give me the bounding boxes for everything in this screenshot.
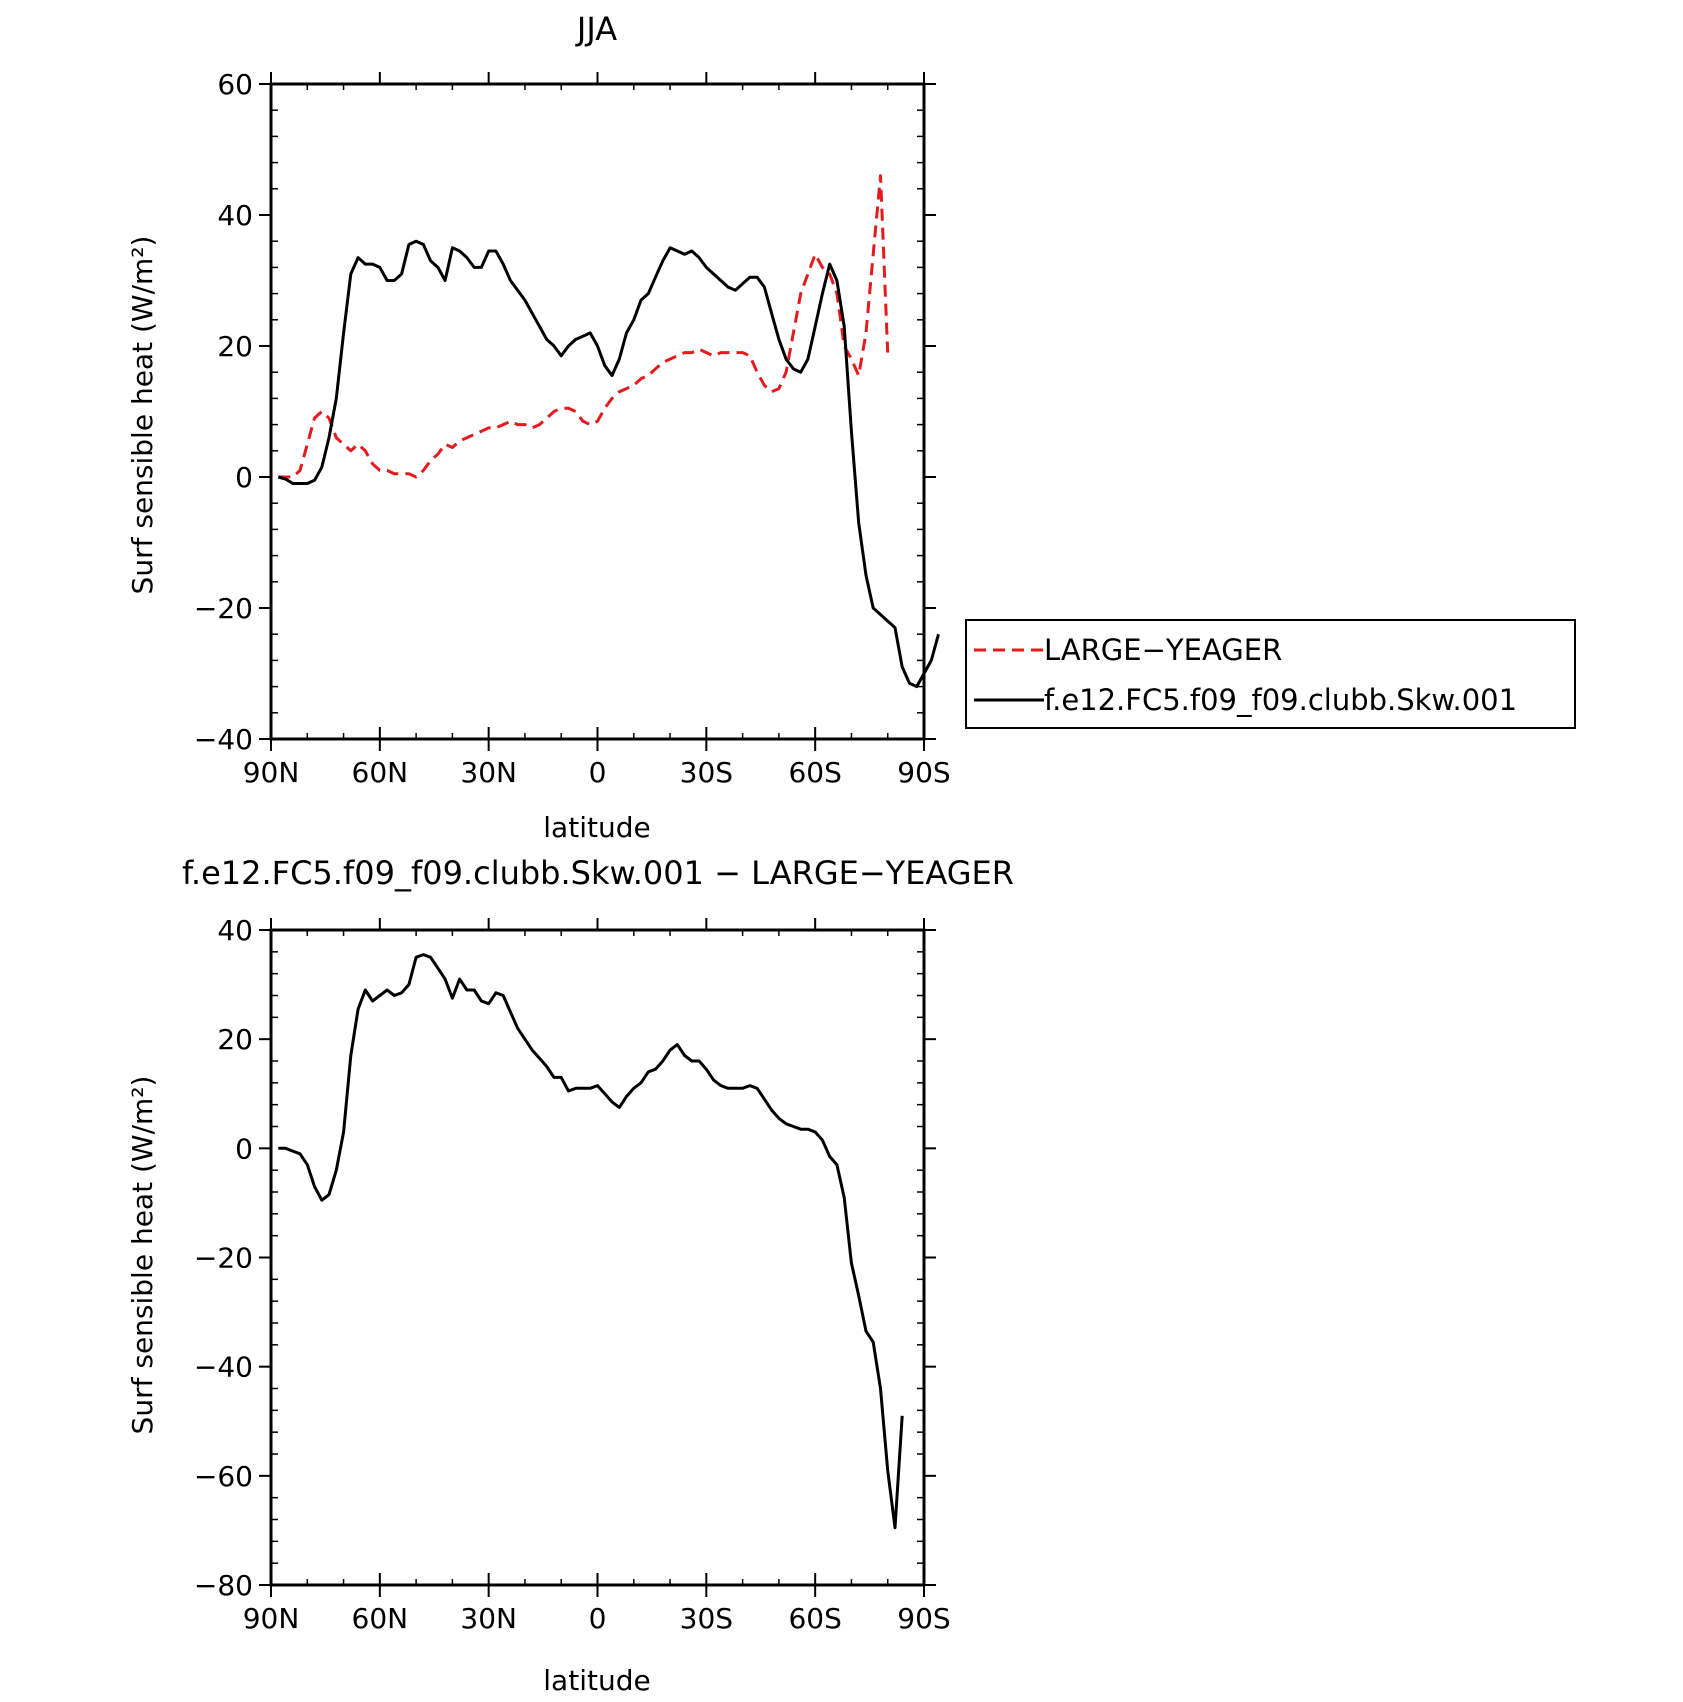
x-tick-label: 60S	[788, 1602, 841, 1635]
x-tick-label: 60S	[788, 756, 841, 789]
panel-top-ylabel: Surf sensible heat (W/m²)	[126, 236, 159, 595]
panel-top-frame	[269, 82, 926, 741]
x-tick-label: 90S	[897, 1602, 950, 1635]
x-tick-label: 60N	[352, 756, 409, 789]
panel-bottom-ticks	[259, 918, 936, 1597]
panel-top-series	[277, 174, 940, 689]
y-tick-label: 20	[217, 1023, 253, 1056]
series-line-large-yeager	[278, 174, 890, 479]
panel-top-ticks	[259, 72, 936, 751]
x-tick-label: 30S	[680, 756, 733, 789]
x-tick-label: 90S	[897, 756, 950, 789]
panel-top-title: JJA	[575, 10, 617, 48]
y-tick-label: 40	[217, 199, 253, 232]
x-tick-label: 90N	[243, 1602, 300, 1635]
y-tick-label: 40	[217, 914, 253, 947]
x-tick-label: 30N	[460, 1602, 517, 1635]
y-tick-label: −60	[194, 1460, 253, 1493]
series-line-clubb	[278, 953, 904, 1530]
x-tick-label: 60N	[352, 1602, 409, 1635]
y-tick-label: −40	[194, 1351, 253, 1384]
x-tick-label: 0	[589, 1602, 607, 1635]
panel-bottom: f.e12.FC5.f09_f09.clubb.Skw.001 − LARGE−…	[126, 854, 1014, 1697]
x-tick-label: 30S	[680, 1602, 733, 1635]
y-tick-label: −80	[194, 1569, 253, 1602]
y-tick-label: −20	[194, 1242, 253, 1275]
panel-bottom-xlabel: latitude	[543, 1664, 650, 1697]
y-tick-label: 20	[217, 330, 253, 363]
legend-label-clubb: f.e12.FC5.f09_f09.clubb.Skw.001	[1044, 683, 1517, 717]
panel-top-tick-labels: 90N 60N 30N 0 30S 60S 90S −40 −20 0 20 40 60	[194, 68, 951, 789]
legend: LARGE−YEAGER f.e12.FC5.f09_f09.clubb.Skw…	[965, 619, 1576, 729]
panel-bottom-ylabel: Surf sensible heat (W/m²)	[126, 1076, 159, 1435]
x-tick-label: 0	[589, 756, 607, 789]
panel-bottom-frame	[269, 928, 926, 1587]
panel-top: JJA Surf sensible heat (W/m²) latitude 9…	[126, 10, 1576, 844]
panel-bottom-series	[278, 953, 904, 1530]
panel-top-xlabel: latitude	[543, 811, 650, 844]
y-tick-label: −40	[194, 723, 253, 756]
y-tick-label: 0	[235, 461, 253, 494]
series-line-clubb	[277, 239, 940, 689]
panel-bottom-title: f.e12.FC5.f09_f09.clubb.Skw.001 − LARGE−…	[182, 854, 1014, 892]
x-tick-label: 90N	[243, 756, 300, 789]
y-tick-label: 60	[217, 68, 253, 101]
panel-bottom-tick-labels: 90N 60N 30N 0 30S 60S 90S −80 −60 −40 −20 0 20 40	[194, 914, 951, 1635]
legend-label-large-yeager: LARGE−YEAGER	[1044, 633, 1282, 667]
y-tick-label: 0	[235, 1132, 253, 1165]
legend-box	[965, 619, 1576, 729]
y-tick-label: −20	[194, 592, 253, 625]
x-tick-label: 30N	[460, 756, 517, 789]
